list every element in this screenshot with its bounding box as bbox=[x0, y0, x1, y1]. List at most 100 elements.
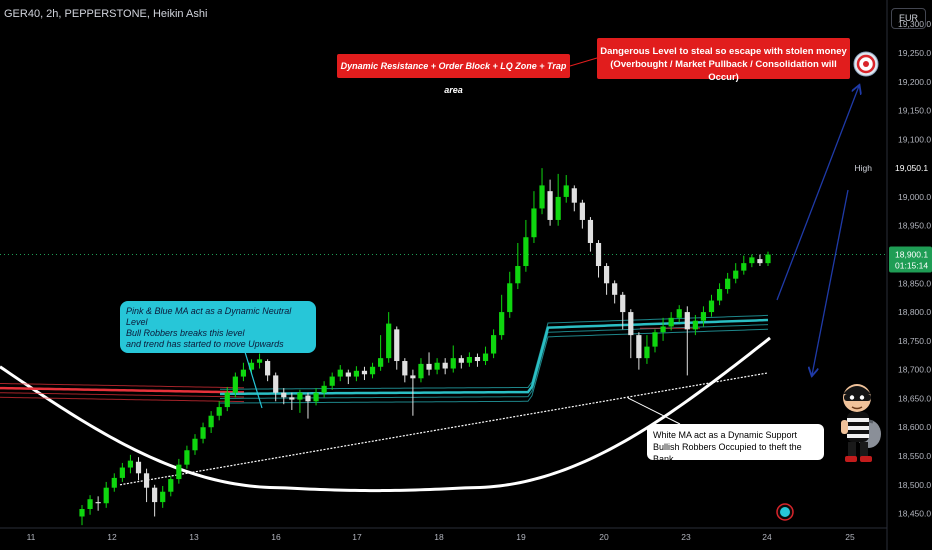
candle-body[interactable] bbox=[474, 356, 481, 362]
candle-body[interactable] bbox=[361, 370, 368, 375]
candle-body[interactable] bbox=[491, 335, 497, 354]
y-tick-label: 19,000.0 bbox=[898, 192, 931, 202]
candle-body[interactable] bbox=[87, 499, 93, 509]
candle-body[interactable] bbox=[603, 266, 610, 284]
candle-body[interactable] bbox=[184, 450, 190, 465]
candle-body[interactable] bbox=[515, 266, 521, 284]
target-title: Dangerous Level to steal so escape with … bbox=[600, 46, 847, 57]
candle-body[interactable] bbox=[119, 467, 125, 478]
candle-body[interactable] bbox=[232, 376, 238, 393]
candle-body[interactable] bbox=[79, 508, 85, 517]
note-line-1: White MA act as a Dynamic Support bbox=[653, 430, 798, 440]
candle-body[interactable] bbox=[434, 362, 440, 370]
candle-body[interactable] bbox=[757, 259, 763, 264]
candle-body[interactable] bbox=[418, 363, 424, 379]
candle-body[interactable] bbox=[321, 385, 327, 393]
candle-body[interactable] bbox=[716, 289, 723, 301]
candle-body[interactable] bbox=[547, 191, 553, 220]
candle-body[interactable] bbox=[248, 362, 255, 370]
candle-body[interactable] bbox=[523, 237, 529, 267]
candle-body[interactable] bbox=[152, 487, 158, 503]
candle-body[interactable] bbox=[660, 326, 666, 333]
currency-button[interactable]: EUR bbox=[891, 8, 926, 29]
candle-body[interactable] bbox=[652, 332, 658, 347]
candle-body[interactable] bbox=[725, 278, 731, 290]
candle-body[interactable] bbox=[507, 283, 513, 313]
candle-body[interactable] bbox=[200, 427, 206, 439]
candle-body[interactable] bbox=[749, 257, 755, 264]
candle-body[interactable] bbox=[676, 309, 682, 318]
candle-body[interactable] bbox=[305, 395, 311, 402]
candle-body[interactable] bbox=[394, 329, 400, 362]
x-tick-label: 24 bbox=[762, 532, 772, 542]
candle-body[interactable] bbox=[224, 392, 230, 408]
candle-body[interactable] bbox=[289, 397, 295, 400]
candle-body[interactable] bbox=[595, 242, 602, 267]
candle-body[interactable] bbox=[410, 375, 416, 379]
candle-body[interactable] bbox=[95, 502, 101, 504]
slow-ma-line bbox=[119, 372, 769, 486]
candle-body[interactable] bbox=[644, 346, 650, 359]
candle-body[interactable] bbox=[345, 372, 351, 377]
candle-body[interactable] bbox=[426, 363, 432, 370]
x-tick-label: 25 bbox=[845, 532, 855, 542]
candle-body[interactable] bbox=[628, 312, 634, 336]
candle-body[interactable] bbox=[353, 370, 359, 377]
candle-body[interactable] bbox=[733, 270, 739, 279]
candle-body[interactable] bbox=[587, 219, 594, 243]
candle-body[interactable] bbox=[143, 473, 150, 488]
candle-body[interactable] bbox=[636, 335, 642, 359]
candle-body[interactable] bbox=[765, 254, 771, 264]
candle-body[interactable] bbox=[378, 358, 384, 367]
pink-ma-line bbox=[0, 396, 245, 403]
candle-body[interactable] bbox=[563, 185, 569, 197]
candle-body[interactable] bbox=[297, 392, 303, 400]
candle-body[interactable] bbox=[386, 323, 392, 359]
candle-body[interactable] bbox=[160, 491, 166, 503]
candle-body[interactable] bbox=[168, 479, 174, 492]
candle-body[interactable] bbox=[256, 359, 263, 363]
candle-body[interactable] bbox=[555, 196, 561, 220]
candle-body[interactable] bbox=[273, 375, 279, 393]
candle-body[interactable] bbox=[176, 464, 182, 480]
candle-body[interactable] bbox=[192, 438, 198, 451]
candle-body[interactable] bbox=[337, 369, 343, 377]
candle-body[interactable] bbox=[499, 312, 505, 336]
candle-body[interactable] bbox=[579, 202, 585, 220]
candle-body[interactable] bbox=[103, 487, 109, 504]
candle-body[interactable] bbox=[612, 283, 618, 295]
robber-icon bbox=[841, 384, 881, 462]
candle-body[interactable] bbox=[531, 208, 537, 238]
candle-body[interactable] bbox=[329, 376, 335, 386]
candle-body[interactable] bbox=[741, 263, 747, 271]
candle-body[interactable] bbox=[482, 353, 489, 362]
candle-body[interactable] bbox=[571, 188, 577, 203]
candle-body[interactable] bbox=[700, 312, 707, 321]
candle-body[interactable] bbox=[208, 415, 214, 428]
pink-ma-line bbox=[0, 392, 245, 398]
candle-body[interactable] bbox=[402, 361, 408, 376]
candle-body[interactable] bbox=[458, 358, 464, 363]
candle-body[interactable] bbox=[692, 320, 698, 330]
candle-body[interactable] bbox=[466, 356, 472, 363]
candle-body[interactable] bbox=[313, 392, 319, 402]
candle-body[interactable] bbox=[265, 361, 271, 376]
candle-body[interactable] bbox=[240, 369, 247, 377]
label-connector bbox=[569, 57, 598, 67]
candle-body[interactable] bbox=[216, 407, 222, 416]
candle-body[interactable] bbox=[668, 317, 674, 327]
candle-body[interactable] bbox=[281, 392, 287, 398]
candle-body[interactable] bbox=[684, 312, 690, 330]
y-tick-label: 19,250.0 bbox=[898, 48, 931, 58]
candle-body[interactable] bbox=[111, 477, 117, 488]
blue-ma-line bbox=[219, 328, 769, 404]
candle-body[interactable] bbox=[620, 294, 626, 313]
candle-body[interactable] bbox=[708, 300, 715, 313]
candle-body[interactable] bbox=[135, 461, 142, 474]
candle-body[interactable] bbox=[539, 185, 545, 209]
candle-body[interactable] bbox=[450, 358, 456, 369]
candle-body[interactable] bbox=[127, 460, 134, 468]
candle-body[interactable] bbox=[369, 366, 376, 375]
candle-body[interactable] bbox=[442, 362, 448, 369]
